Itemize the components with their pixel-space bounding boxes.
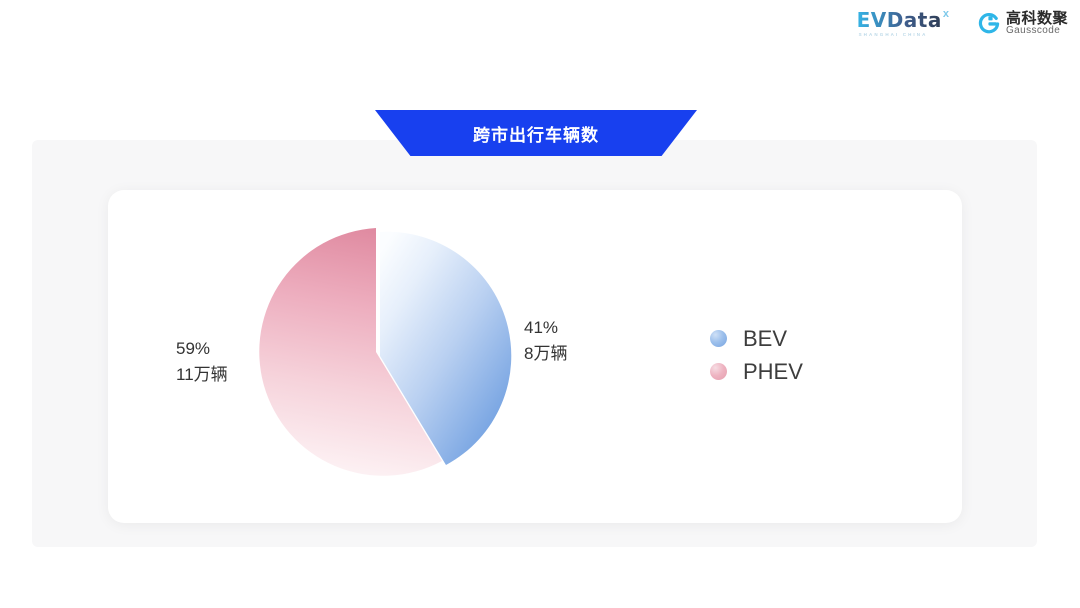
legend-dot-phev-icon <box>710 363 727 380</box>
header-logo-group: EVData x SHANGHAI CHINA 高科数聚 Gausscode <box>856 8 1068 38</box>
gausscode-english-name: Gausscode <box>1005 25 1061 37</box>
legend-item-bev[interactable]: BEV <box>710 322 803 355</box>
gausscode-chinese-name: 高科数聚 <box>1005 9 1068 27</box>
chart-legend: BEV PHEV <box>710 322 803 388</box>
legend-item-phev[interactable]: PHEV <box>710 355 803 388</box>
chart-card <box>108 190 962 523</box>
gausscode-g-circle-icon <box>978 12 1000 35</box>
chart-title-text: 跨市出行车辆数 <box>473 125 599 146</box>
legend-label-phev: PHEV <box>743 358 803 384</box>
legend-dot-bev-icon <box>710 330 727 347</box>
gausscode-logo: 高科数聚 Gausscode <box>978 9 1068 37</box>
evdata-tagline: SHANGHAI CHINA <box>858 32 928 37</box>
evdata-logo-row: EVData x <box>856 8 949 32</box>
evdata-logo: EVData x SHANGHAI CHINA <box>856 8 949 38</box>
evdata-superscript-x-icon: x <box>942 8 949 20</box>
legend-label-bev: BEV <box>743 325 788 351</box>
evdata-wordmark: EVData <box>856 8 942 32</box>
gausscode-text: 高科数聚 Gausscode <box>1005 9 1068 37</box>
chart-title-banner: 跨市出行车辆数 <box>375 110 697 156</box>
